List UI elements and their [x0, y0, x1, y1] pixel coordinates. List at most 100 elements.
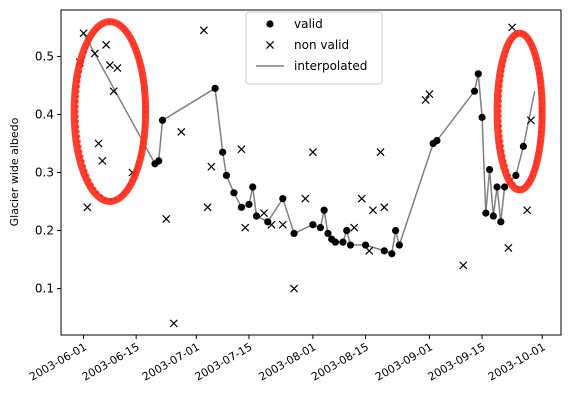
non-valid-point	[105, 61, 114, 70]
x-tick-label: 2003-08-15	[309, 340, 371, 383]
valid-point	[290, 229, 298, 238]
valid-point	[320, 206, 328, 214]
non-valid-point	[308, 148, 317, 157]
non-valid-point	[350, 223, 359, 232]
valid-point	[219, 148, 227, 156]
non-valid-point	[98, 156, 107, 165]
valid-point	[249, 183, 257, 191]
valid-point	[388, 250, 396, 258]
legend-label: interpolated	[294, 59, 367, 73]
y-tick-label: 0.1	[35, 282, 54, 296]
valid-point	[230, 189, 238, 197]
marker-layer	[75, 23, 535, 328]
non-valid-point	[241, 223, 250, 232]
x-tick-label: 2003-08-01	[257, 340, 319, 383]
non-valid-point	[199, 26, 208, 35]
non-valid-point	[523, 206, 532, 215]
non-valid-point	[162, 214, 171, 223]
valid-point	[361, 241, 370, 249]
valid-point	[339, 238, 347, 246]
valid-point	[211, 84, 219, 92]
x-tick-label: 2003-06-01	[27, 340, 89, 383]
valid-point	[155, 157, 163, 165]
non-valid-point	[109, 87, 118, 96]
valid-point	[497, 218, 505, 226]
valid-point	[324, 229, 332, 238]
non-valid-point	[237, 145, 246, 154]
non-valid-point	[207, 162, 216, 171]
valid-point	[158, 116, 167, 124]
x-tick-label: 2003-10-01	[486, 340, 548, 383]
non-valid-point	[267, 220, 276, 229]
non-valid-point	[113, 64, 122, 73]
valid-point	[485, 165, 494, 174]
annotation-overlay	[70, 18, 546, 206]
non-valid-point	[508, 23, 517, 32]
non-valid-point	[177, 127, 186, 136]
non-valid-point	[90, 49, 99, 58]
valid-point	[482, 209, 490, 217]
valid-point	[478, 113, 486, 121]
non-valid-point	[459, 261, 468, 270]
valid-point	[264, 218, 272, 226]
x-tick-label: 2003-09-15	[426, 340, 488, 383]
valid-point	[222, 171, 231, 180]
non-valid-point	[259, 209, 269, 218]
non-valid-point	[79, 29, 88, 38]
non-valid-point	[504, 243, 513, 252]
non-valid-point	[369, 206, 378, 215]
valid-point	[493, 183, 501, 191]
non-valid-point	[83, 203, 92, 212]
valid-point	[279, 195, 287, 203]
y-tick-label: 0.3	[35, 166, 54, 180]
valid-point	[512, 171, 520, 180]
valid-point	[395, 241, 403, 249]
y-tick-label: 0.2	[35, 224, 54, 238]
non-valid-point	[380, 203, 389, 212]
valid-point	[252, 212, 261, 220]
valid-point	[489, 212, 497, 220]
valid-point	[331, 238, 340, 246]
non-valid-point	[357, 194, 366, 203]
valid-point	[380, 247, 388, 255]
y-axis-label: Glacier wide albedo	[8, 117, 21, 226]
x-tick-label: 2003-07-15	[193, 340, 255, 383]
legend-non-valid-marker	[265, 40, 275, 50]
non-valid-point	[203, 203, 212, 212]
non-valid-point	[421, 95, 430, 104]
valid-point	[501, 183, 509, 191]
x-tick-label: 2003-07-01	[140, 340, 202, 383]
y-tick-label: 0.4	[35, 107, 54, 121]
non-valid-point	[526, 116, 535, 125]
valid-point	[343, 226, 351, 235]
non-valid-point	[290, 284, 299, 293]
x-tick-label: 2003-09-01	[373, 340, 435, 383]
y-tick-label: 0.5	[35, 49, 54, 63]
non-valid-point	[365, 246, 374, 255]
valid-point	[309, 221, 317, 229]
valid-point	[391, 226, 400, 235]
legend-label: non valid	[294, 38, 349, 52]
non-valid-point	[169, 319, 178, 328]
non-valid-point	[376, 148, 385, 157]
non-valid-point	[425, 90, 434, 99]
non-valid-point	[301, 194, 310, 203]
valid-point	[474, 70, 482, 78]
valid-point	[245, 200, 253, 209]
axes-layer: 0.10.20.30.40.52003-06-012003-06-152003-…	[27, 49, 548, 383]
valid-point	[316, 224, 324, 232]
legend-label: valid	[294, 17, 323, 31]
valid-point	[470, 87, 479, 95]
non-valid-point	[94, 139, 103, 148]
x-tick-label: 2003-06-15	[80, 340, 142, 383]
valid-point	[346, 241, 355, 249]
red-circle-annotation-texture	[75, 20, 147, 202]
valid-point	[519, 142, 528, 150]
non-valid-point	[278, 220, 287, 229]
legend: valid non valid interpolated	[245, 11, 383, 85]
non-valid-point	[102, 40, 111, 49]
valid-point	[433, 136, 441, 145]
legend-valid-marker	[266, 20, 274, 28]
red-circle-annotation-texture	[498, 31, 543, 190]
